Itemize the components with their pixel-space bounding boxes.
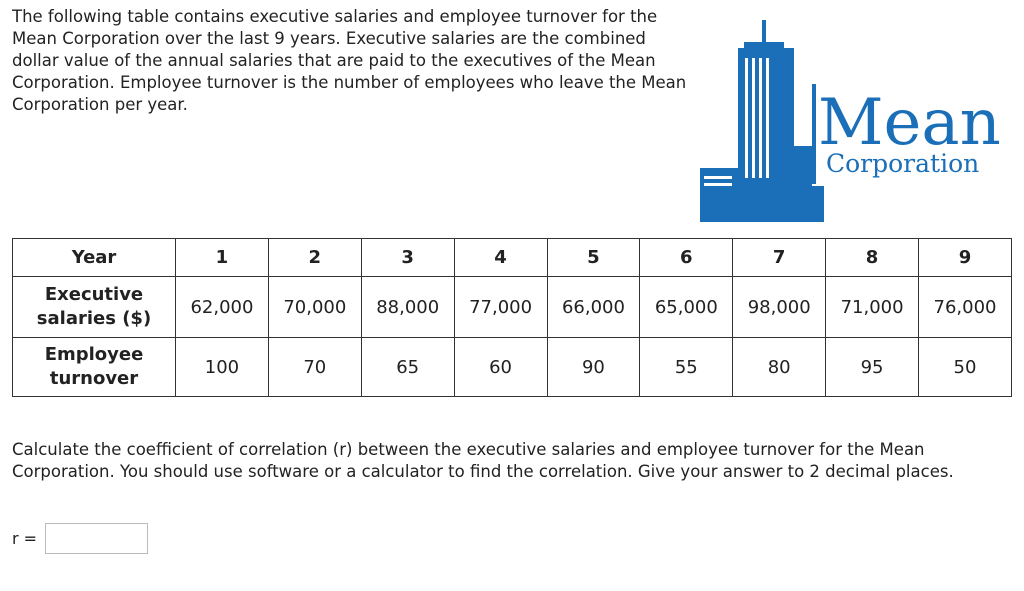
salary-cell: 98,000 — [732, 276, 827, 338]
answer-row: r = — [12, 521, 149, 555]
year-cell: 9 — [918, 238, 1012, 277]
turnover-cell: 70 — [267, 337, 362, 397]
question-text: Calculate the coefficient of correlation… — [12, 440, 954, 481]
logo-sub: Corporation — [826, 149, 979, 178]
turnover-cell: 90 — [546, 337, 641, 397]
logo-word: Mean — [818, 86, 1001, 160]
turnover-cell: 80 — [732, 337, 827, 397]
intro-text: The following table contains executive s… — [12, 7, 687, 114]
turnover-cell: 95 — [825, 337, 919, 397]
salaries-row-label: Executive salaries ($) — [12, 276, 176, 338]
turnover-cell: 60 — [453, 337, 548, 397]
salary-cell: 65,000 — [639, 276, 734, 338]
year-cell: 7 — [732, 238, 827, 277]
mean-corporation-logo: Mean Corporation — [700, 20, 1018, 222]
year-cell: 5 — [546, 238, 641, 277]
salary-turnover-table: Year 1 2 3 4 5 6 7 8 9 Executive salarie… — [12, 238, 1012, 397]
salary-cell: 88,000 — [360, 276, 455, 338]
turnover-cell: 50 — [918, 337, 1012, 397]
year-cell: 8 — [825, 238, 919, 277]
table-row: Employee turnover 100 70 65 60 90 55 80 … — [12, 337, 1012, 397]
r-answer-input[interactable] — [45, 522, 149, 554]
salary-cell: 76,000 — [918, 276, 1012, 338]
year-cell: 2 — [267, 238, 362, 277]
turnover-cell: 100 — [175, 337, 269, 397]
year-cell: 3 — [360, 238, 455, 277]
turnover-cell: 65 — [360, 337, 455, 397]
year-header: Year — [12, 238, 176, 277]
year-cell: 1 — [175, 238, 269, 277]
salary-cell: 66,000 — [546, 276, 641, 338]
salary-cell: 62,000 — [175, 276, 269, 338]
turnover-row-label: Employee turnover — [12, 337, 176, 397]
year-cell: 4 — [453, 238, 548, 277]
table-row: Executive salaries ($) 62,000 70,000 88,… — [12, 276, 1012, 338]
salary-cell: 71,000 — [825, 276, 919, 338]
salary-cell: 70,000 — [267, 276, 362, 338]
turnover-cell: 55 — [639, 337, 734, 397]
salary-cell: 77,000 — [453, 276, 548, 338]
answer-label: r = — [12, 528, 38, 548]
table-header-row: Year 1 2 3 4 5 6 7 8 9 — [12, 238, 1012, 277]
year-cell: 6 — [639, 238, 734, 277]
